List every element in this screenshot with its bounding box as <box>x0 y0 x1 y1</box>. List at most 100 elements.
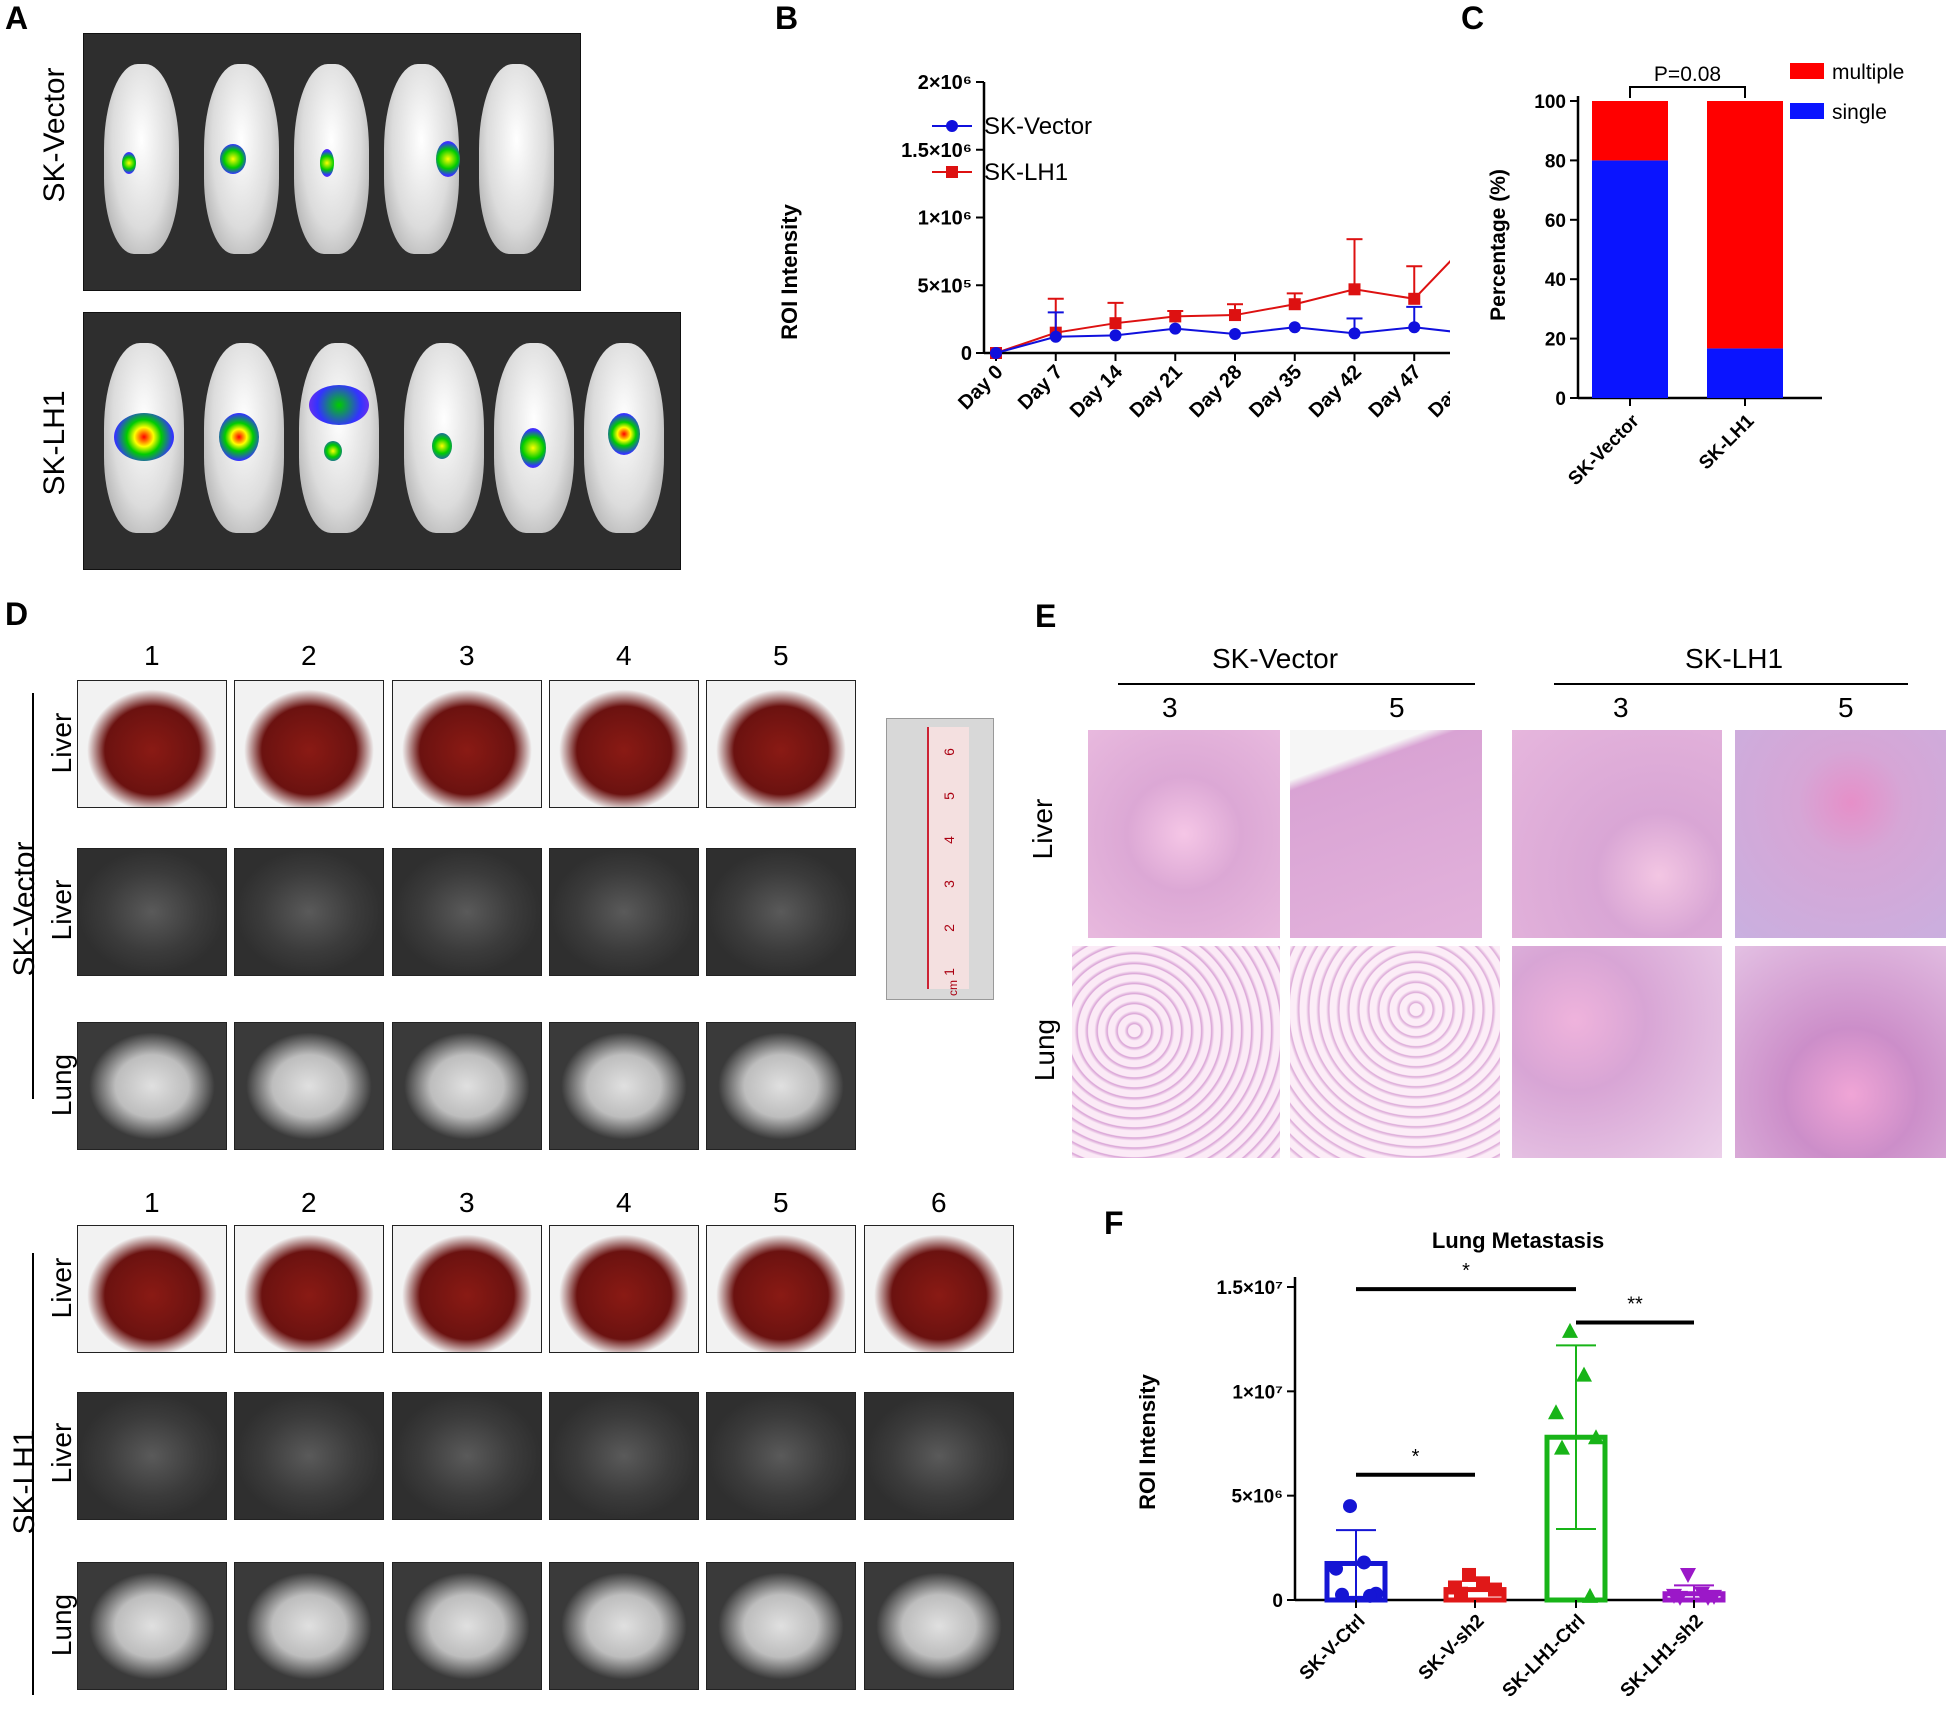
chart-f-point <box>1357 1555 1371 1570</box>
chart-c-legend-label: single <box>1832 101 1887 124</box>
organ-lh1-liver-photo-3 <box>392 1225 542 1353</box>
ruler-unit-label: cm <box>946 980 960 996</box>
organ-lh1-liver-bli-2 <box>234 1392 384 1520</box>
panel-a-group-label-vector: SK-Vector <box>38 67 71 203</box>
organ-lh1-lung-bli-5 <box>706 1562 856 1690</box>
chart-f-point <box>1672 1590 1688 1606</box>
organ-vector-lung-bli-2 <box>234 1022 384 1150</box>
chart-c: Percentage (%) 0 20 40 60 80 100 SK-Vector SK-L… <box>1487 61 1904 490</box>
chart-c-ytick-label: 60 <box>1545 211 1566 232</box>
histology-vector-liver-5 <box>1290 730 1482 938</box>
chart-c-bar-single <box>1592 160 1668 398</box>
chart-f-ytick-label: 5×10⁶ <box>1231 1487 1283 1508</box>
organ-lh1-col-label: 1 <box>144 1187 160 1218</box>
panel-letter-f: F <box>1104 1205 1124 1241</box>
chart-c-legend-swatch <box>1790 103 1824 119</box>
organ-vector-col-label: 4 <box>616 640 632 671</box>
chart-f-ytick-label: 0 <box>1272 1591 1283 1612</box>
panel-e-col-1: 3 <box>1162 692 1178 723</box>
chart-c-xtick-label: SK-Vector <box>1564 410 1643 489</box>
chart-b-point <box>1229 309 1241 322</box>
organ-vector-liver-photo-1 <box>77 680 227 808</box>
chart-f-ytick-label: 1×10⁷ <box>1232 1382 1283 1403</box>
organ-vector-lung-bli-3 <box>392 1022 542 1150</box>
chart-b-point <box>990 347 1002 359</box>
organ-vector-liver-bli-1 <box>77 848 227 976</box>
mouse-image-lh1 <box>83 312 681 570</box>
chart-f-point <box>1488 1582 1502 1597</box>
organ-vector-col-label: 2 <box>301 640 317 671</box>
chart-f-point <box>1548 1404 1564 1420</box>
organ-vector-liver-photo-5 <box>706 680 856 808</box>
chart-b-point <box>1408 321 1421 334</box>
chart-b-ylabel: ROI Intensity <box>777 203 802 339</box>
chart-b-point <box>1049 330 1062 343</box>
chart-b-point <box>1288 321 1301 334</box>
chart-c-legend-swatch <box>1790 63 1824 79</box>
panel-e-underline-lh1 <box>1554 683 1908 685</box>
chart-f-point <box>1329 1561 1343 1576</box>
organ-lh1-col-label: 2 <box>301 1187 317 1218</box>
chart-b-xtick-label: Day 14 <box>1066 360 1128 422</box>
chart-b-point <box>1169 322 1182 335</box>
panel-e-col-2: 5 <box>1389 692 1405 723</box>
panel-letter-d: D <box>5 596 29 632</box>
chart-c-ytick-label: 100 <box>1534 92 1566 113</box>
panel-letter-c: C <box>1461 0 1485 36</box>
organ-vector-lung-bli-1 <box>77 1022 227 1150</box>
chart-b-legend-marker <box>946 166 958 178</box>
panel-e-group-label-vector: SK-Vector <box>1212 643 1339 674</box>
organ-vector-liver-photo-4 <box>549 680 699 808</box>
organ-lh1-liver-photo-1 <box>77 1225 227 1353</box>
panel-letter-b: B <box>775 0 799 36</box>
histology-lh1-lung-3 <box>1512 946 1722 1158</box>
chart-f-xtick-label: SK-V-sh2 <box>1415 1611 1489 1685</box>
chart-f-ytick-label: 1.5×10⁷ <box>1217 1278 1284 1299</box>
ruler-tick-label: 2 <box>940 924 957 932</box>
chart-f-title: Lung Metastasis <box>1432 1228 1604 1253</box>
histology-lh1-liver-3 <box>1512 730 1722 938</box>
chart-f-sig-label: * <box>1462 1260 1470 1282</box>
chart-f-point <box>1588 1429 1604 1445</box>
chart-c-bracket <box>1629 86 1746 98</box>
chart-c-ytick-label: 0 <box>1555 389 1566 410</box>
panel-d-row-label: Liver <box>46 1257 77 1319</box>
organ-vector-liver-bli-3 <box>392 848 542 976</box>
panel-letter-e: E <box>1035 598 1057 634</box>
chart-b-ytick-label: 1.5×10⁶ <box>901 140 972 162</box>
panel-d-group-label-lh1: SK-LH1 <box>8 1429 41 1535</box>
chart-b-ytick-label: 0 <box>961 343 972 365</box>
chart-b-point <box>1288 298 1301 311</box>
chart-c-bar-multiple <box>1707 101 1783 349</box>
organ-lh1-col-label: 6 <box>931 1187 947 1218</box>
chart-f-point <box>1700 1590 1716 1606</box>
organ-lh1-liver-photo-6 <box>864 1225 1014 1353</box>
panel-d-row-label: Liver <box>46 1422 77 1484</box>
chart-f-point <box>1680 1567 1696 1583</box>
organ-lh1-col-label: 4 <box>616 1187 632 1218</box>
panel-e-row-liver: Liver <box>1027 798 1058 860</box>
panel-d-row-label: Lung <box>46 1593 77 1657</box>
chart-c-ytick-label: 40 <box>1545 270 1566 291</box>
chart-b-point <box>1408 292 1421 305</box>
organ-vector-col-label: 1 <box>144 640 160 671</box>
chart-c-ylabel: Percentage (%) <box>1487 169 1510 321</box>
chart-b-xtick-label: Day 28 <box>1185 361 1246 422</box>
chart-b-legend-label: SK-LH1 <box>984 159 1068 186</box>
chart-f: Lung Metastasis ROI Intensity 0 5×10⁶ 1×10… <box>1135 1228 1726 1702</box>
chart-b-xtick-label: Day 42 <box>1305 361 1366 422</box>
chart-c-bar-single <box>1707 348 1783 398</box>
chart-f-point <box>1335 1587 1349 1602</box>
organ-lh1-liver-bli-4 <box>549 1392 699 1520</box>
panel-d-divider-vector <box>32 693 34 1099</box>
ruler-tick-label: 6 <box>940 748 957 756</box>
chart-c-annotation: P=0.08 <box>1654 63 1721 86</box>
histology-lh1-liver-5 <box>1735 730 1946 938</box>
organ-lh1-col-label: 5 <box>773 1187 789 1218</box>
histology-vector-lung-5 <box>1290 946 1500 1158</box>
chart-b-ytick-label: 5×10⁵ <box>918 275 972 297</box>
ruler-tick-label: 3 <box>940 880 957 888</box>
chart-f-point <box>1562 1322 1578 1338</box>
chart-c-bar-multiple <box>1592 101 1668 161</box>
chart-f-point <box>1476 1576 1490 1591</box>
